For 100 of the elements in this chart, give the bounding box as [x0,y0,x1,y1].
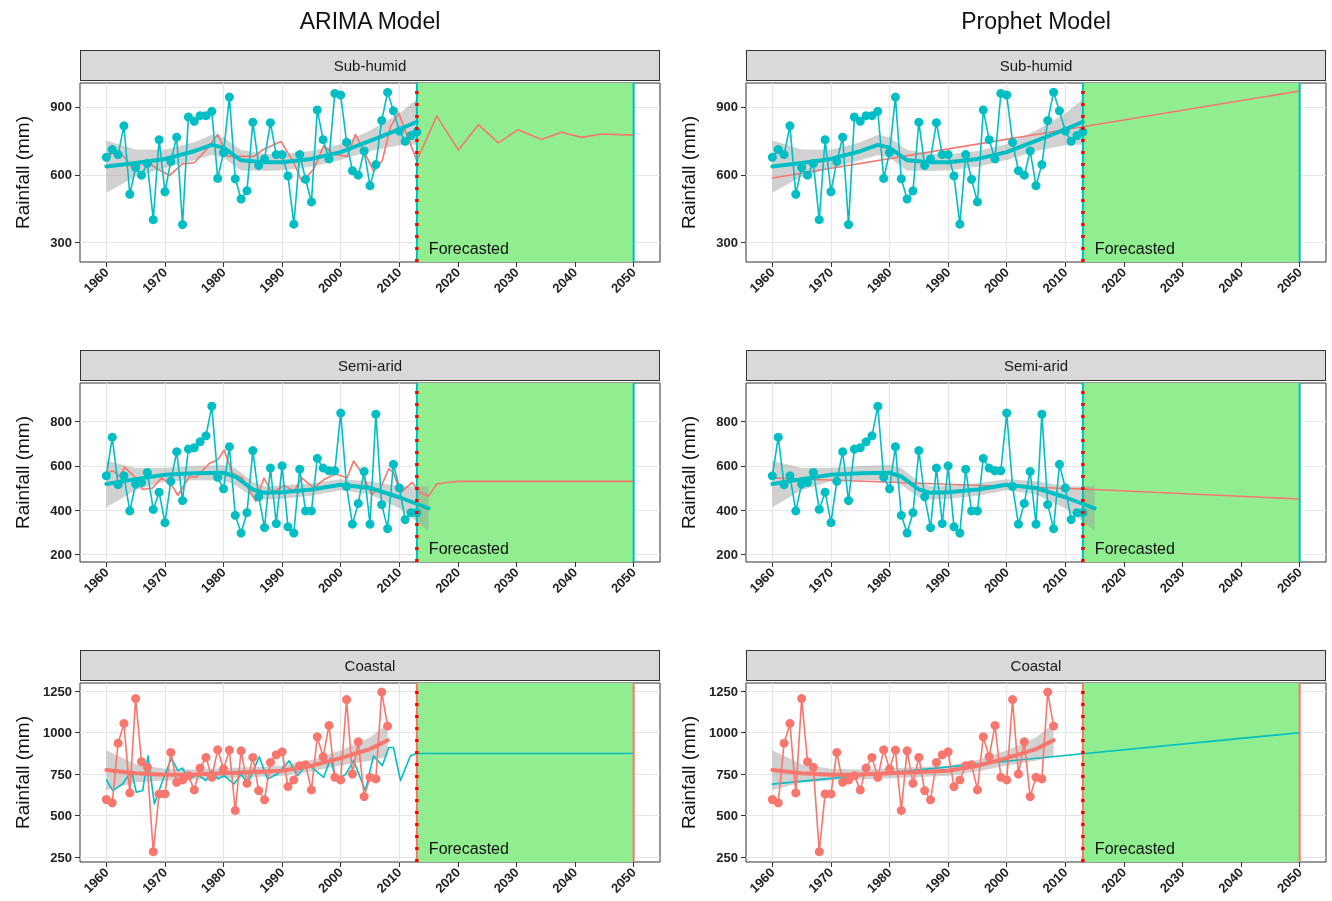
point [295,150,305,160]
point [353,737,363,747]
point [236,528,246,538]
point [230,805,240,815]
point [224,92,234,102]
point [920,786,930,796]
text: Prophet Model [961,8,1111,35]
point [189,785,199,795]
point [336,775,346,785]
point [342,481,352,491]
y-tick-label: 250 [716,849,738,865]
point [207,106,217,116]
y-tick-label: 600 [716,167,738,183]
chart-title: Coastal [80,650,660,681]
y-tick-label: 800 [50,414,72,430]
point [312,105,322,115]
point [248,446,258,456]
point [955,219,965,229]
point [248,752,258,762]
y-tick-label: 1000 [43,725,72,741]
point [773,145,783,155]
band-label: Forecasted [428,239,509,257]
point [931,757,941,767]
point [1043,687,1053,697]
point [1025,466,1035,476]
point [1008,137,1018,147]
point [832,747,842,757]
point [826,187,836,197]
point [224,745,234,755]
y-tick-label: 1000 [709,725,738,741]
point [908,508,918,518]
point [1066,515,1076,525]
chart-title: Sub-humid [80,50,660,81]
point [201,752,211,762]
y-tick-label: 500 [716,808,738,824]
point [312,732,322,742]
point [972,197,982,207]
point [160,187,170,197]
point [213,173,223,183]
point [931,463,941,473]
band-label: Forecasted [428,839,509,857]
point [1049,524,1059,534]
point [920,492,930,502]
point [955,775,965,785]
point [996,466,1006,476]
point [896,805,906,815]
point [365,519,375,529]
point [1002,408,1012,418]
point [394,126,404,136]
point [113,150,123,160]
point [400,515,410,525]
point [1013,769,1023,779]
point [377,116,387,126]
point [873,106,883,116]
point [324,720,334,730]
point [254,492,264,502]
point [371,774,381,784]
point [838,132,848,142]
y-tick-label: 400 [716,502,738,518]
point [224,442,234,452]
point [779,738,789,748]
point [195,437,205,447]
point [785,121,795,131]
point [867,431,877,441]
point [861,763,871,773]
point [814,504,824,514]
point [295,464,305,474]
point [113,480,123,490]
point [178,496,188,506]
chart-title: Semi-arid [746,350,1326,381]
point [383,87,393,97]
y-tick-label: 600 [50,458,72,474]
chart-title: Semi-arid [80,350,660,381]
y-tick-label: 600 [716,458,738,474]
y-axis-title: Rainfall (mm) [678,716,699,829]
y-tick-label: 400 [50,502,72,518]
point [394,483,404,493]
point [131,163,141,173]
y-tick-label: 750 [716,766,738,782]
point [318,752,328,762]
point [312,453,322,463]
point [230,510,240,520]
point [359,792,369,802]
point [773,432,783,442]
point [271,519,281,529]
point [107,145,117,155]
point [306,197,316,207]
point [1025,792,1035,802]
point [820,487,830,497]
point [773,798,783,808]
y-tick-label: 600 [50,167,72,183]
point [219,484,229,494]
point [779,480,789,490]
point [283,522,293,532]
y-tick-label: 800 [716,414,738,430]
point [242,508,252,518]
point [879,745,889,755]
point [803,170,813,180]
point [248,117,258,127]
point [797,163,807,173]
